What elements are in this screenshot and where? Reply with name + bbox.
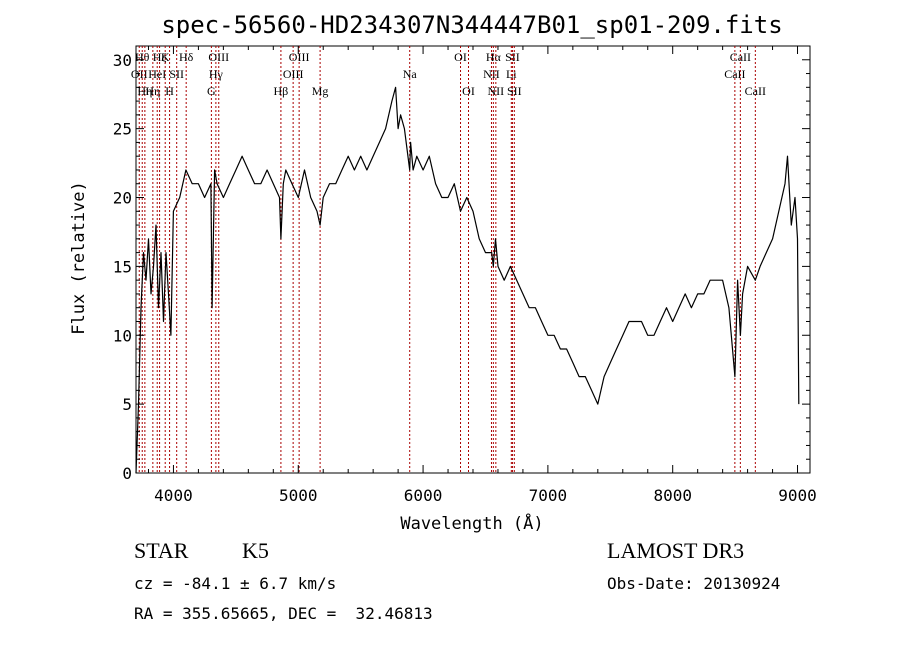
y-tick-label: 20 [113, 189, 132, 208]
y-axis-label: Flux (relative) [69, 181, 89, 335]
x-tick-label: 5000 [279, 486, 318, 505]
line-marker-label: CaII [730, 50, 751, 64]
line-marker-label: CaII [724, 67, 745, 81]
line-marker-label: OI [462, 84, 475, 98]
x-tick-label: 8000 [653, 486, 692, 505]
line-marker-label: Hθ [135, 50, 150, 64]
redshift-velocity: cz = -84.1 ± 6.7 km/s [134, 574, 337, 593]
y-tick-label: 10 [113, 326, 132, 345]
y-tick-label: 5 [122, 395, 132, 414]
coordinates: RA = 355.65665, DEC = 32.46813 [134, 604, 433, 623]
line-marker-label: NII [483, 67, 500, 81]
line-marker-label: OIII [289, 50, 310, 64]
line-marker-label: Hζ [153, 50, 167, 64]
object-subclass: K5 [242, 538, 269, 563]
x-axis-label: Wavelength (Å) [400, 512, 543, 534]
line-marker-label: CaII [745, 84, 766, 98]
line-marker-label: OIII [208, 50, 229, 64]
line-marker-label: K [161, 50, 170, 64]
chart-title: spec-56560-HD234307N344447B01_sp01-209.f… [161, 11, 782, 39]
survey-name: LAMOST DR3 [607, 538, 745, 563]
line-marker-label: NII [488, 84, 505, 98]
x-tick-label: 6000 [404, 486, 443, 505]
line-marker-label: Hδ [179, 50, 194, 64]
line-marker-label: Hα [486, 50, 502, 64]
line-marker-label: Mg [312, 84, 329, 98]
line-marker-label: SII [505, 50, 520, 64]
y-tick-label: 0 [122, 464, 132, 483]
line-marker-label: Hγ [209, 67, 224, 81]
x-tick-label: 7000 [529, 486, 568, 505]
line-marker-label: Hη [145, 84, 160, 98]
line-marker-label: Na [403, 67, 418, 81]
line-marker-label: G [207, 84, 216, 98]
plot-frame [135, 45, 811, 474]
y-tick-label: 30 [113, 51, 132, 70]
observation-date: Obs-Date: 20130924 [607, 574, 781, 593]
object-class: STAR [134, 538, 189, 563]
line-marker-label: H [165, 84, 174, 98]
line-marker-label: SII [507, 84, 522, 98]
y-tick-label: 25 [113, 120, 132, 139]
y-tick-label: 15 [113, 257, 132, 276]
x-tick-label: 9000 [778, 486, 817, 505]
line-marker-label: Hβ [274, 84, 289, 98]
line-marker-label: SII [169, 67, 184, 81]
x-tick-label: 4000 [154, 486, 193, 505]
line-marker-label: Hη [137, 84, 152, 98]
line-marker-label: OIII [283, 67, 304, 81]
line-marker-label: Li [506, 67, 517, 81]
line-marker-label: HeI [148, 67, 166, 81]
line-marker-label: OI [454, 50, 467, 64]
spectrum-line [135, 86, 800, 474]
